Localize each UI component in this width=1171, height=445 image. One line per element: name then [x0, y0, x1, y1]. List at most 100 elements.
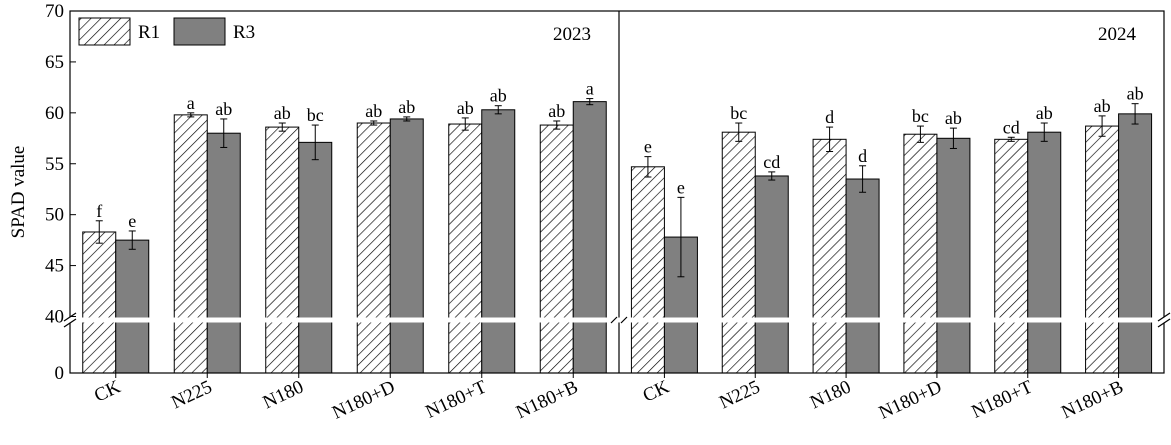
bar-2023-N180+D-R3: [389, 118, 424, 374]
error-bar-2024-N180+B-R1: [1098, 115, 1106, 137]
error-bar-2023-CK-R3: [128, 230, 136, 250]
axis-break-mark-right: [1157, 318, 1171, 328]
error-bar-2023-N180+T-R1: [461, 117, 469, 131]
axis-break-mark-left: [63, 318, 77, 328]
significance-letter: ab: [457, 98, 474, 118]
significance-letter: bc: [307, 105, 324, 125]
error-bar-2024-N180+B-R3: [1131, 103, 1139, 125]
error-bar-2024-N180+T-R1: [1007, 136, 1015, 142]
x-tick-label: N180: [260, 376, 307, 413]
axis-break-gap-left: [68, 317, 72, 323]
x-tick-label: N180+B: [1058, 376, 1126, 423]
error-bar-2023-CK-R1: [95, 220, 103, 244]
x-tick-label: N180+D: [876, 376, 945, 423]
bar-2024-N180+T-R3: [1027, 131, 1062, 374]
error-bar-2024-CK-R1: [644, 156, 652, 178]
axis-break-mark-right: [1157, 312, 1171, 322]
error-bar-2024-N180-R3: [859, 165, 867, 193]
significance-letter: e: [128, 211, 136, 231]
error-bar-2023-N180-R1: [278, 122, 286, 132]
bar-2024-N180+B-R1: [1085, 125, 1120, 374]
significance-letter: ab: [1127, 84, 1144, 104]
error-bar-2024-N180-R1: [826, 126, 834, 153]
bar-2023-N180+D-R1: [356, 122, 391, 374]
error-bar-2023-N180+B-R1: [553, 120, 561, 130]
y-tick-label: 50: [45, 205, 64, 226]
error-bar-2023-N180+T-R3: [494, 105, 502, 115]
legend-label: R3: [233, 22, 255, 43]
error-bar-2023-N180-R3: [311, 124, 319, 161]
y-tick-label: 0: [55, 363, 65, 384]
panel-year-label: 2023: [553, 24, 591, 45]
x-tick-label: N180+D: [329, 376, 398, 423]
bar-2023-N180+B-R3: [572, 101, 607, 374]
significance-letter: a: [187, 93, 195, 113]
bar-2023-N180+T-R3: [481, 109, 516, 374]
bar-2024-N180+D-R1: [903, 133, 938, 374]
significance-letter: a: [586, 79, 594, 99]
error-bar-2023-N180+D-R1: [370, 120, 378, 126]
significance-letter: bc: [912, 106, 929, 126]
significance-letter: ab: [945, 108, 962, 128]
y-axis-label: SPAD value: [8, 146, 29, 239]
panel-year-label: 2024: [1098, 24, 1137, 45]
legend: R1 R3: [78, 17, 255, 46]
significance-letter: ab: [365, 101, 382, 121]
x-tick-label: CK: [640, 376, 673, 406]
y-tick-label: 60: [45, 103, 64, 124]
bar-2024-N180+D-R3: [936, 137, 971, 374]
axis-break-gap-middle: [617, 317, 621, 323]
error-bar-2023-N225-R1: [187, 112, 195, 118]
significance-letter: ab: [1036, 103, 1053, 123]
bar-2024-N225-R1: [721, 131, 756, 374]
bar-2023-CK-R3: [115, 239, 150, 374]
significance-letter: e: [677, 177, 685, 197]
significance-letter: ab: [398, 97, 415, 117]
bar-2023-N180+B-R1: [539, 124, 574, 374]
significance-letter: ab: [215, 99, 232, 119]
x-tick-label: N180+B: [513, 376, 581, 423]
bar-2024-N180+B-R3: [1118, 113, 1153, 374]
x-tick-label: CK: [91, 376, 124, 406]
x-tick-label: N180+T: [422, 376, 490, 422]
y-tick-label: 45: [45, 256, 64, 277]
bar-2024-N180+T-R1: [994, 138, 1029, 374]
error-bar-2024-N225-R3: [768, 171, 776, 181]
y-tick-label: 40: [45, 307, 64, 328]
bar-2023-N180+T-R1: [448, 123, 483, 374]
significance-letter: bc: [730, 103, 747, 123]
legend-label: R1: [138, 22, 160, 43]
y-tick-label: 55: [45, 154, 64, 175]
legend-swatch-R3: [173, 17, 226, 46]
significance-letter: ab: [490, 86, 507, 106]
significance-letter: ab: [548, 101, 565, 121]
y-tick-label: 70: [45, 1, 64, 22]
bar-2024-N225-R3: [754, 175, 789, 374]
significance-letter: cd: [1003, 117, 1020, 137]
x-tick-label: N225: [168, 376, 215, 413]
axis-break-gap-right: [1162, 317, 1166, 323]
legend-swatch-R1: [78, 17, 131, 46]
significance-letter: ab: [274, 103, 291, 123]
axis-break-mark-middle: [620, 316, 628, 324]
error-bar-2023-N180+D-R3: [403, 116, 411, 122]
significance-letter: cd: [763, 152, 780, 172]
error-bar-2024-N180+D-R3: [949, 127, 957, 149]
significance-letter: e: [644, 137, 652, 157]
bar-2023-CK-R1: [82, 231, 117, 374]
significance-letter: ab: [1094, 96, 1111, 116]
bar-2024-N180-R3: [845, 178, 880, 374]
y-tick-label: 65: [45, 52, 64, 73]
bar-2023-N180-R1: [265, 126, 300, 374]
axis-break-mark-middle: [610, 316, 618, 324]
bar-2023-N180-R3: [298, 141, 333, 374]
significance-letter: d: [825, 107, 834, 127]
bar-2024-CK-R1: [630, 166, 665, 374]
x-tick-label: N180: [807, 376, 854, 413]
significance-letter: f: [96, 201, 102, 221]
bar-2023-N225-R1: [173, 114, 208, 374]
x-tick-label: N180+T: [968, 376, 1036, 422]
error-bar-2024-N225-R1: [735, 122, 743, 142]
error-bar-2024-N180+D-R1: [916, 125, 924, 143]
